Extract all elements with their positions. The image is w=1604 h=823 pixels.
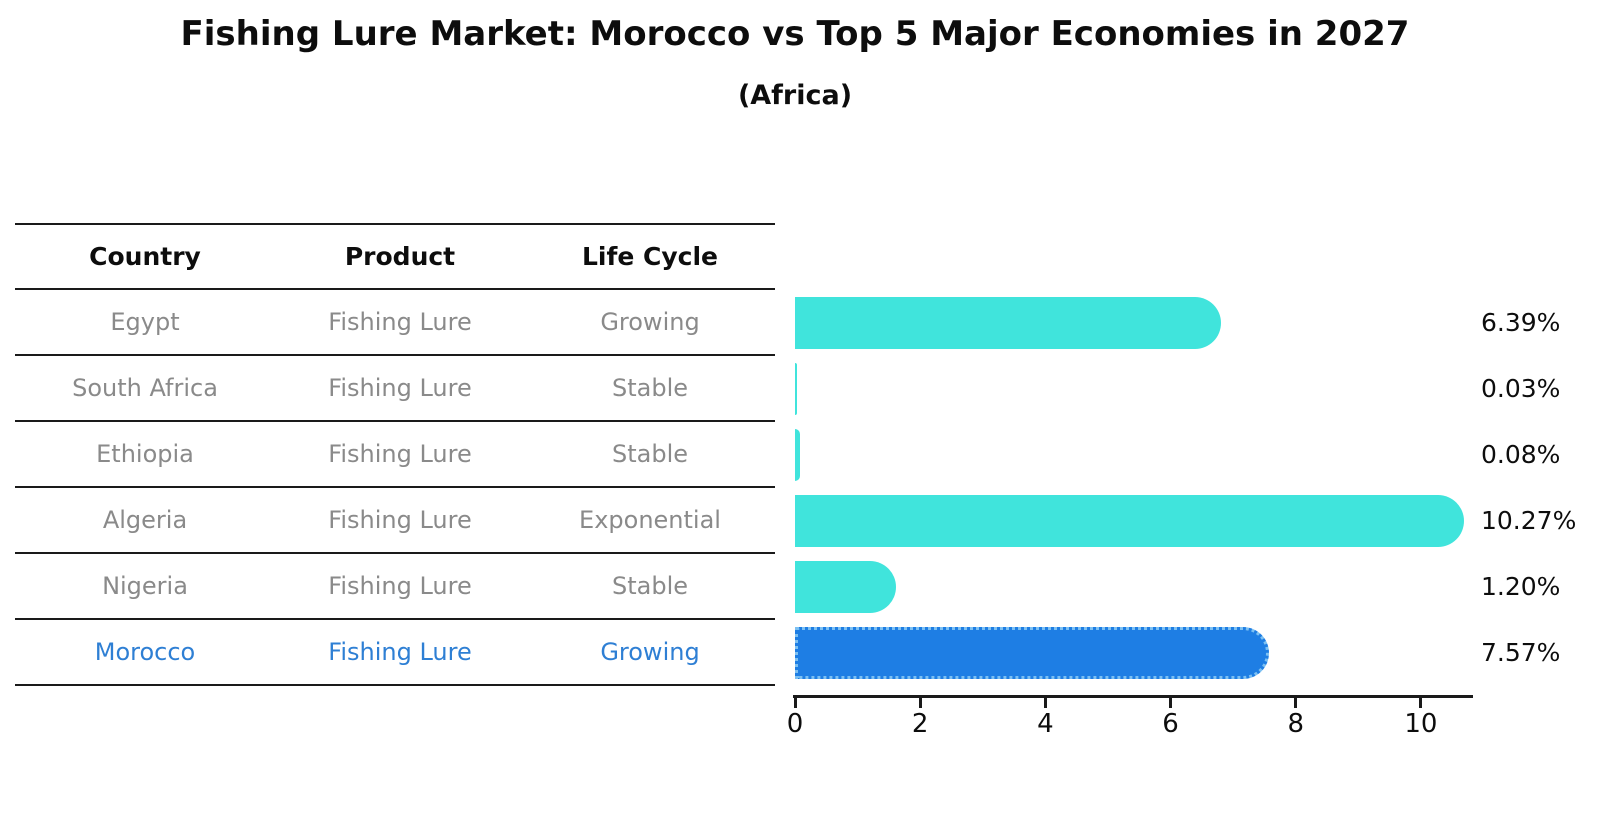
cell-country: Algeria: [102, 506, 188, 534]
x-tick-label: 2: [911, 709, 929, 739]
cell-life-cycle: Growing: [600, 308, 700, 336]
cell-product: Fishing Lure: [328, 308, 472, 336]
bar-south-africa: [795, 363, 797, 415]
cell-country: Nigeria: [102, 572, 188, 600]
page-title: Fishing Lure Market: Morocco vs Top 5 Ma…: [180, 14, 1410, 54]
table-header-country: Country: [89, 242, 201, 271]
bar-algeria: [795, 495, 1464, 547]
market-table: Country Product Life Cycle Egypt Fishing …: [15, 223, 775, 686]
cell-product: Fishing Lure: [328, 638, 472, 666]
x-tick-label: 8: [1287, 709, 1304, 739]
x-tick: [1419, 698, 1423, 708]
x-axis-line: [793, 695, 1473, 698]
bar-value-label: 1.20%: [1481, 572, 1561, 601]
cell-product: Fishing Lure: [328, 572, 472, 600]
table-row-morocco: Morocco Fishing Lure Growing: [15, 620, 775, 686]
table-row-egypt: Egypt Fishing Lure Growing: [15, 290, 775, 356]
bar-value-label: 6.39%: [1481, 308, 1561, 337]
x-tick: [1294, 698, 1298, 708]
cell-country: South Africa: [72, 374, 218, 402]
cell-product: Fishing Lure: [328, 374, 472, 402]
table-row-ethiopia: Ethiopia Fishing Lure Stable: [15, 422, 775, 488]
x-tick-label: 6: [1162, 709, 1179, 739]
page-subtitle: (Africa): [737, 80, 853, 111]
cell-country: Morocco: [94, 638, 196, 666]
cell-life-cycle: Stable: [611, 374, 689, 402]
x-tick: [793, 698, 797, 708]
table-header-row: Country Product Life Cycle: [15, 223, 775, 290]
x-tick: [1169, 698, 1173, 708]
table-row-algeria: Algeria Fishing Lure Exponential: [15, 488, 775, 554]
table-header-product: Product: [344, 242, 456, 271]
cell-life-cycle: Exponential: [579, 506, 721, 534]
x-tick: [918, 698, 922, 708]
bar-value-label: 0.03%: [1481, 374, 1561, 403]
bar-morocco: [795, 627, 1269, 679]
x-tick: [1043, 698, 1047, 708]
bar-value-label: 10.27%: [1481, 506, 1577, 535]
table-row-south-africa: South Africa Fishing Lure Stable: [15, 356, 775, 422]
table-header-life-cycle: Life Cycle: [581, 242, 719, 271]
cell-country: Egypt: [110, 308, 180, 336]
bar-ethiopia: [795, 429, 800, 481]
cell-life-cycle: Stable: [611, 440, 689, 468]
x-tick-label: 0: [786, 709, 804, 739]
x-tick-label: 4: [1037, 709, 1054, 739]
cell-life-cycle: Stable: [611, 572, 689, 600]
cell-country: Ethiopia: [96, 440, 194, 468]
bar-value-label: 7.57%: [1481, 638, 1561, 667]
cell-product: Fishing Lure: [328, 440, 472, 468]
table-body: Egypt Fishing Lure Growing South Africa Fish…: [15, 290, 775, 686]
bar-nigeria: [795, 561, 897, 613]
cell-product: Fishing Lure: [328, 506, 472, 534]
bar-chart-plot-area: [795, 290, 1471, 686]
bar-value-label: 0.08%: [1481, 440, 1561, 469]
table-row-nigeria: Nigeria Fishing Lure Stable: [15, 554, 775, 620]
x-tick-label: 10: [1404, 709, 1438, 739]
bar-egypt: [795, 297, 1221, 349]
cell-life-cycle: Growing: [600, 638, 700, 666]
